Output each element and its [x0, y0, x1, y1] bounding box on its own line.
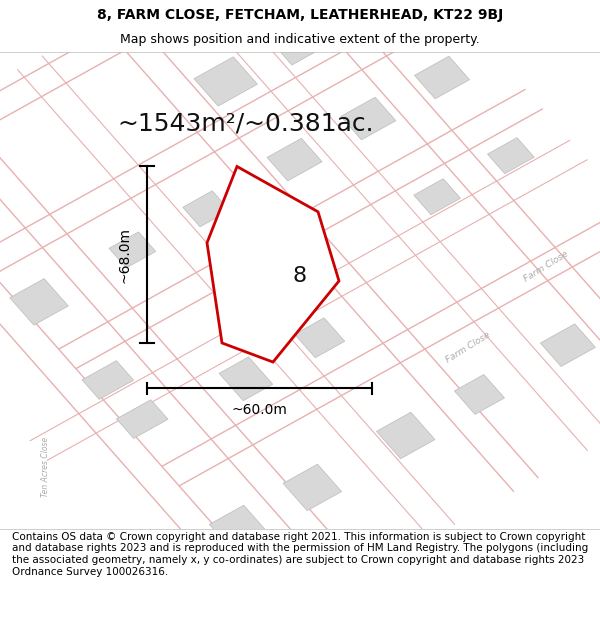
Polygon shape — [254, 271, 296, 304]
Polygon shape — [283, 464, 341, 511]
Polygon shape — [268, 16, 331, 65]
Polygon shape — [116, 400, 168, 438]
Text: Farm Close: Farm Close — [444, 331, 492, 365]
Polygon shape — [10, 279, 68, 325]
Polygon shape — [209, 505, 268, 552]
Text: Farm Close: Farm Close — [522, 249, 570, 284]
Polygon shape — [414, 179, 460, 214]
Text: 8, FARM CLOSE, FETCHAM, LEATHERHEAD, KT22 9BJ: 8, FARM CLOSE, FETCHAM, LEATHERHEAD, KT2… — [97, 8, 503, 21]
Polygon shape — [541, 324, 595, 366]
Text: ~68.0m: ~68.0m — [117, 227, 131, 282]
Text: ~1543m²/~0.381ac.: ~1543m²/~0.381ac. — [117, 112, 374, 136]
Polygon shape — [415, 56, 470, 99]
Polygon shape — [207, 166, 339, 362]
Polygon shape — [267, 138, 322, 181]
Text: Contains OS data © Crown copyright and database right 2021. This information is : Contains OS data © Crown copyright and d… — [12, 532, 588, 577]
Polygon shape — [376, 412, 435, 459]
Text: Map shows position and indicative extent of the property.: Map shows position and indicative extent… — [120, 32, 480, 46]
Polygon shape — [194, 57, 257, 106]
Text: 8: 8 — [293, 266, 307, 286]
Polygon shape — [183, 191, 229, 227]
Polygon shape — [454, 374, 505, 414]
Polygon shape — [295, 318, 345, 357]
Polygon shape — [82, 361, 134, 399]
Text: ~60.0m: ~60.0m — [232, 402, 287, 417]
Polygon shape — [487, 138, 534, 174]
Polygon shape — [219, 357, 273, 401]
Polygon shape — [341, 98, 396, 140]
Polygon shape — [109, 232, 156, 268]
Text: Ten Acres Close: Ten Acres Close — [41, 437, 49, 497]
